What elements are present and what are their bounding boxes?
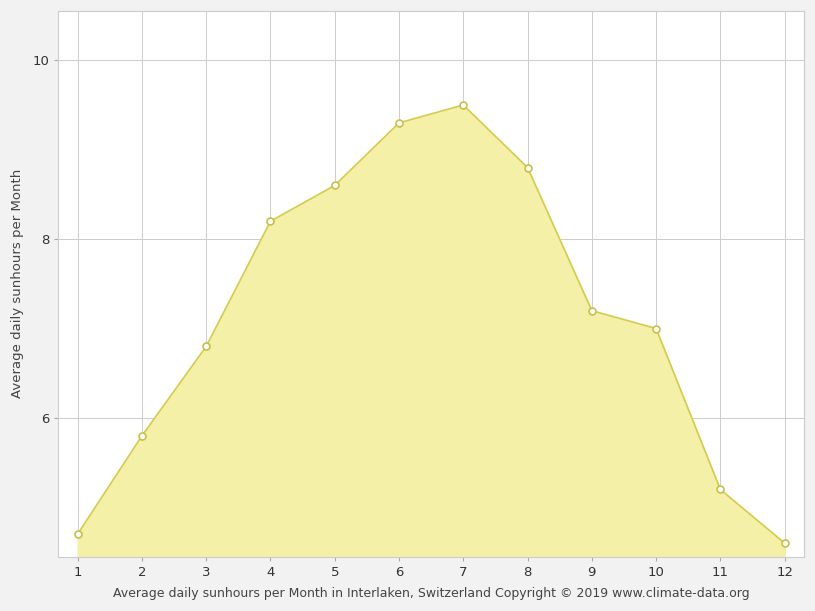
Y-axis label: Average daily sunhours per Month: Average daily sunhours per Month (11, 169, 24, 398)
X-axis label: Average daily sunhours per Month in Interlaken, Switzerland Copyright © 2019 www: Average daily sunhours per Month in Inte… (112, 587, 750, 600)
